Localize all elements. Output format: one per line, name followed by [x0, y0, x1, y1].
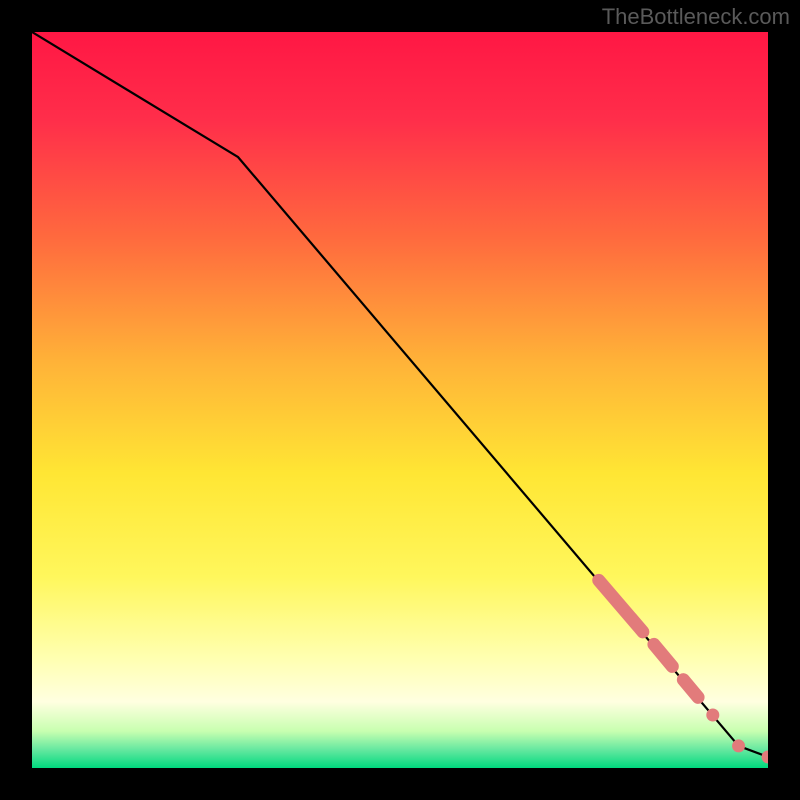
chart-bottleneck-curve	[32, 32, 768, 768]
watermark-text: TheBottleneck.com	[602, 4, 790, 30]
marker-dot	[732, 739, 745, 752]
chart-svg	[32, 32, 768, 768]
marker-dot	[706, 709, 719, 722]
